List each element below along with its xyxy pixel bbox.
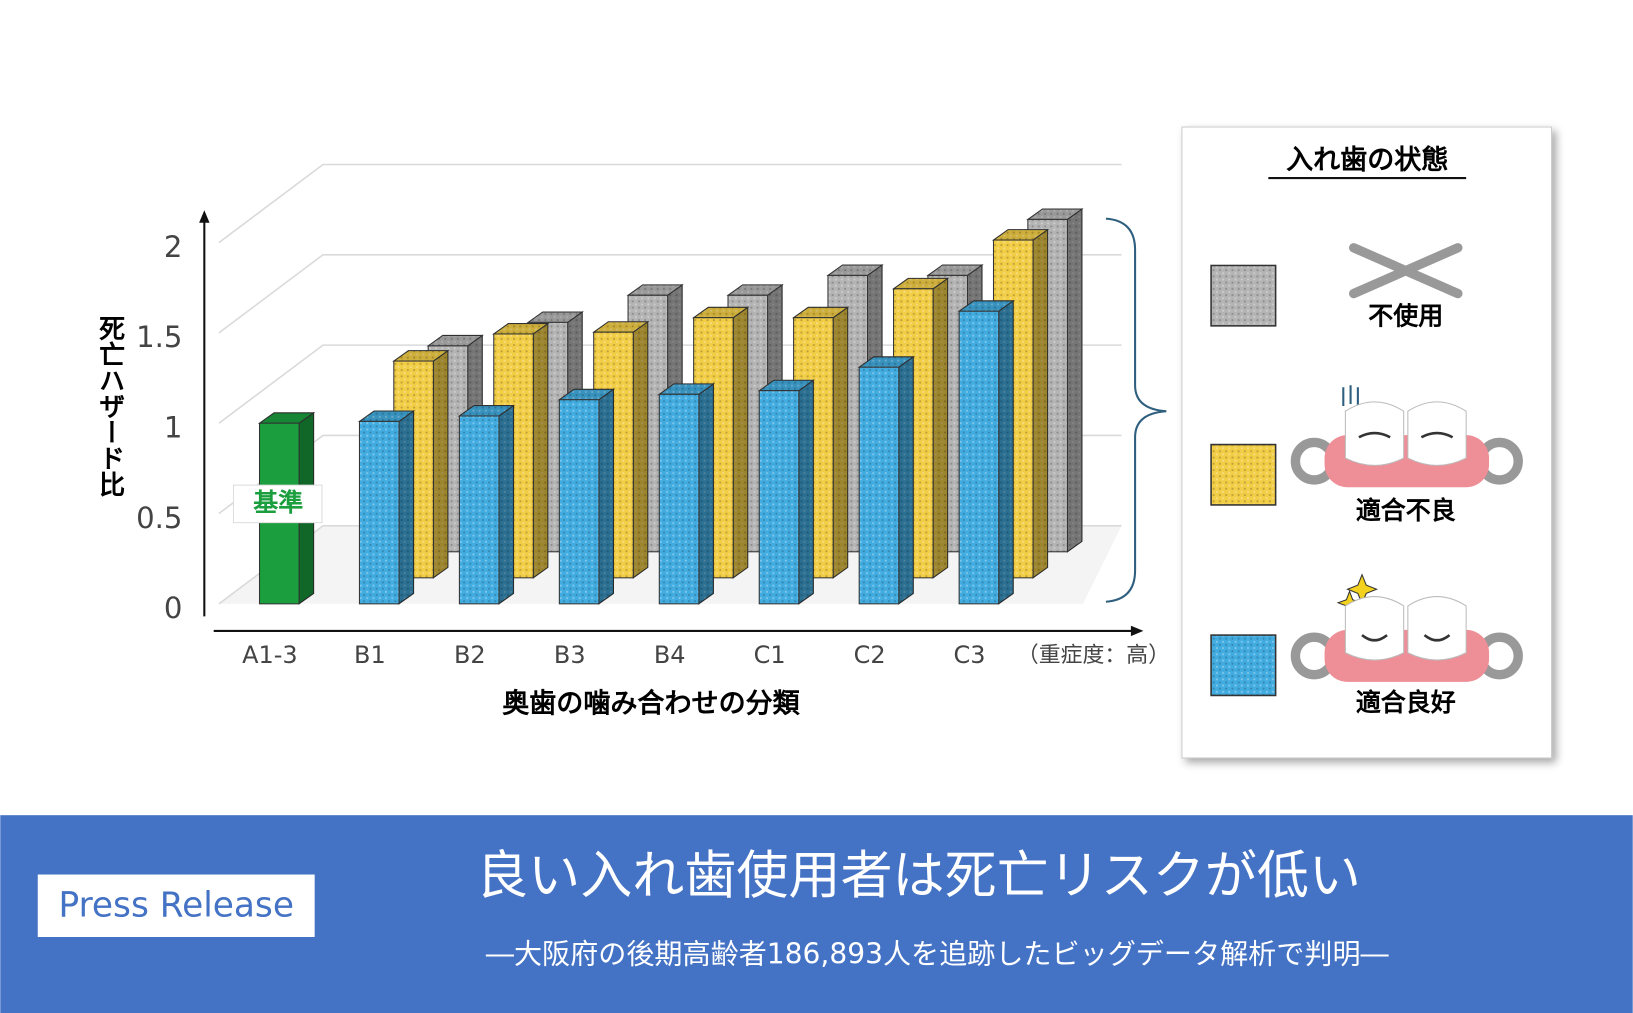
x-tick-label: B3 [554, 641, 586, 669]
bar-3d [657, 382, 716, 605]
brace [1105, 217, 1167, 603]
x-note: （重症度：高） [1017, 643, 1170, 668]
y-axis-arrow [199, 210, 210, 223]
bar-side-shade [533, 323, 548, 578]
badge: Press Release [58, 885, 293, 925]
bar-top-shade [393, 350, 448, 362]
bar [658, 393, 700, 605]
bar-top-shade [659, 383, 714, 395]
bar-side-shade [598, 389, 614, 604]
legend-label: 適合不良 [1356, 496, 1456, 525]
bar-3d [857, 355, 915, 605]
bar-top-shade [259, 412, 314, 424]
bar [758, 390, 800, 605]
icon-poor-fit [1290, 385, 1523, 488]
legend-title: 入れ歯の状態 [1286, 144, 1448, 176]
bar-top-shade [728, 284, 783, 296]
banner-title: 良い入れ歯使用者は死亡リスクが低い [476, 847, 1361, 907]
legend-label: 不使用 [1368, 302, 1443, 331]
bar-top-shade [528, 311, 583, 323]
bar-3d [457, 404, 516, 605]
bar-3d [557, 388, 616, 605]
y-tick-label: 0.5 [136, 501, 182, 535]
x-axis-arrow [1130, 625, 1144, 637]
bar-side-shade [833, 307, 848, 578]
y-tick-label: 0 [164, 591, 183, 625]
bar-top-shade [893, 278, 948, 289]
bar-top-shade [1027, 209, 1082, 220]
bar-top-shade [859, 356, 914, 368]
bar-top-shade [493, 323, 548, 334]
bar-top-shade [993, 229, 1048, 241]
reference-label: 基準 [253, 488, 303, 517]
bar-side-shade [1067, 209, 1082, 552]
x-tick-label: C3 [954, 641, 986, 669]
y-tick-label: 2 [164, 230, 183, 264]
bar [858, 366, 900, 605]
bar [358, 420, 400, 605]
x-tick-label: A1-3 [242, 641, 297, 669]
bar-top-shade [459, 405, 514, 416]
bar-top-shade [959, 300, 1014, 312]
bar-3d [957, 299, 1015, 605]
icon-none [1349, 243, 1463, 299]
bar-top-shade [759, 380, 814, 391]
y-tick-label: 1 [164, 410, 183, 444]
x-tick-label: C1 [754, 641, 786, 669]
bar-side-shade [399, 410, 414, 604]
bar-3d [757, 379, 816, 605]
bar [558, 399, 600, 605]
x-tick-label: C2 [854, 641, 886, 669]
plot: 0 0.5 1 1.5 2 基準 A1-3 B1 B2 B3 B4 C1 C2 C3 [136, 163, 1122, 669]
reference-label-box [232, 484, 323, 524]
banner-subtitle: ―大阪府の後期高齢者186,893人を追跡したビッグデータ解析で判明― [486, 938, 1390, 971]
bar-top-shade [559, 389, 614, 400]
bar-top-shade [693, 307, 748, 318]
bar-side-shade [633, 321, 648, 578]
bar-top-shade [628, 284, 683, 296]
bar-side-shade [433, 350, 448, 578]
bar-side-shade [798, 380, 814, 604]
y-tick-label: 1.5 [136, 320, 182, 354]
bar-top-shade [827, 265, 883, 276]
badge-box [37, 874, 315, 937]
bar-top-shade [593, 321, 648, 333]
y-axis-title: 死亡ハザード比 [95, 315, 125, 498]
bar-side-shade [933, 278, 948, 578]
x-axis-title: 奥歯の噛み合わせの分類 [502, 687, 800, 719]
bar-side-shade [698, 383, 714, 604]
bar-side-shade [998, 300, 1014, 604]
legend-label: 適合良好 [1356, 688, 1456, 717]
bar-side-shade [1033, 229, 1048, 578]
bar-top-shade [793, 307, 848, 318]
grid-line [218, 254, 1122, 334]
icon-good-fit [1290, 573, 1523, 682]
bar-side-shade [733, 307, 748, 578]
x-tick-label: B1 [354, 641, 386, 669]
grid-line [218, 163, 1122, 244]
bar-3d [357, 409, 416, 605]
bar-side-shade [898, 356, 914, 604]
x-tick-label: B2 [454, 641, 486, 669]
bar-top-shade [927, 265, 983, 276]
bar [458, 415, 500, 605]
bar [958, 310, 1000, 605]
legend-swatch [1210, 264, 1277, 327]
x-tick-label: B4 [654, 641, 686, 669]
bar-top-shade [359, 410, 414, 422]
legend-swatch [1210, 443, 1277, 506]
legend-swatch [1210, 634, 1277, 697]
bar-side-shade [498, 405, 514, 604]
bar-top-shade [428, 335, 483, 346]
